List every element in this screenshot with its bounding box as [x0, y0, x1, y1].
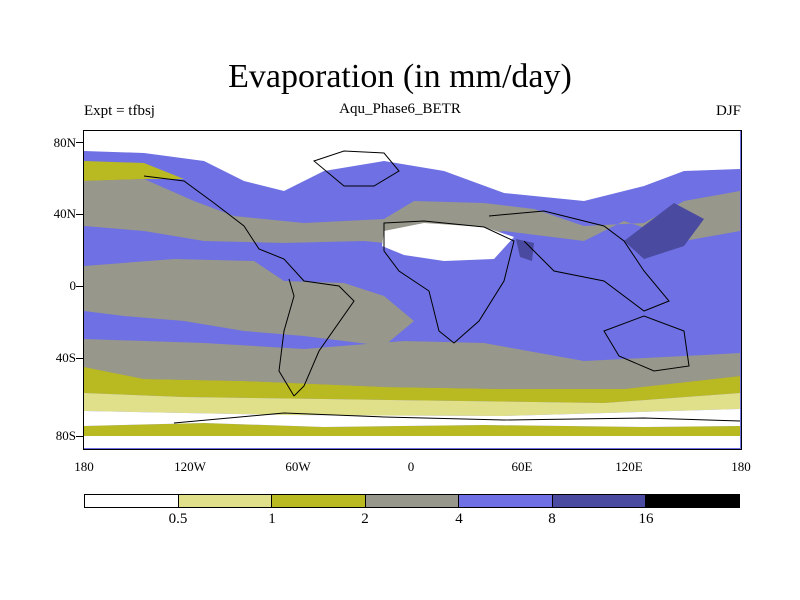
region-arctic: [84, 131, 740, 201]
lon-label-60w: 60W: [285, 459, 311, 474]
patch-8-16-kuroshio: [624, 203, 704, 259]
tick-lat-0: [76, 286, 83, 287]
map-subtitle: Aqu_Phase6_BETR: [339, 101, 461, 117]
colorbar-swatch: [85, 495, 179, 507]
colorbar-label: 1: [268, 511, 276, 527]
lat-label-40s: 40S: [55, 350, 76, 365]
season-label: DJF: [715, 103, 741, 119]
colorbar-label: 2: [361, 511, 369, 527]
lon-label-180w: 180: [74, 459, 94, 474]
lat-label-40n: 40N: [53, 206, 76, 221]
lon-label-180e: 180: [731, 459, 751, 474]
colorbar: [84, 494, 740, 508]
lat-label-80s: 80S: [55, 428, 76, 443]
patch-8-16-arabian: [516, 239, 534, 261]
colorbar-swatch: [365, 495, 460, 507]
evaporation-map: [83, 130, 742, 450]
band-2-4-south: [84, 339, 740, 389]
colorbar-label: 16: [638, 511, 654, 527]
colorbar-swatch: [272, 495, 366, 507]
tick-lat-40s: [76, 358, 83, 359]
colorbar-swatch: [646, 495, 740, 507]
colorbar-label: 0.5: [168, 511, 188, 527]
region-bottom: [84, 436, 740, 448]
tick-lat-40n: [76, 214, 83, 215]
band-0-5-1-south: [84, 393, 740, 416]
band-1-2-south: [84, 367, 740, 403]
colorbar-swatch: [178, 495, 273, 507]
colorbar-label: 4: [455, 511, 463, 527]
lat-label-0: 0: [69, 278, 77, 293]
tick-lat-80n: [76, 142, 83, 143]
band-1-2-antarctic: [84, 423, 740, 436]
band-2-4-tropics: [84, 259, 414, 346]
lon-label-120w: 120W: [174, 459, 206, 474]
lat-label-80n: 80N: [53, 135, 76, 150]
experiment-label: Expt = tfbsj: [84, 103, 155, 119]
colorbar-label: 8: [548, 511, 556, 527]
lon-label-120e: 120E: [615, 459, 643, 474]
band-2-4-north: [84, 179, 740, 246]
tick-lat-80s: [76, 436, 83, 437]
lon-label-60e: 60E: [511, 459, 533, 474]
colorbar-swatch: [459, 495, 553, 507]
colorbar-swatch: [552, 495, 647, 507]
band-1-2-north: [84, 161, 184, 181]
lon-label-0: 0: [407, 459, 415, 474]
region-sahara: [382, 223, 514, 261]
map-title: Evaporation (in mm/day): [228, 58, 572, 95]
coastlines: [143, 150, 740, 424]
